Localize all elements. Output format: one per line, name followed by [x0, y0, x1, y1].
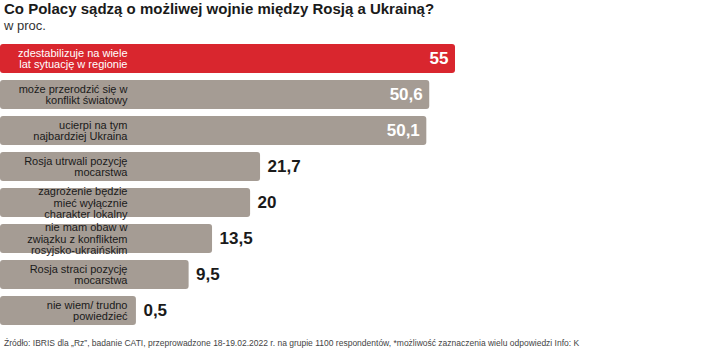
svg-text:Rosja straci pozycjęmocarstwa: Rosja straci pozycjęmocarstwa [30, 263, 129, 287]
html-text:Źródło: IBRIS dla „Rz”, badani: Źródło: IBRIS dla „Rz”, badanie CATI, pr… [4, 338, 580, 348]
svg-text:nie mam obaw wzwiązku z konfli: nie mam obaw wzwiązku z konfliktemrosyjs… [27, 221, 127, 256]
svg-text:nie wiem/ trudnopowiedzieć: nie wiem/ trudnopowiedzieć [47, 299, 128, 323]
svg-text:9,5: 9,5 [196, 265, 220, 284]
svg-text:zagrożenie będziemieć wyłączni: zagrożenie będziemieć wyłączniecharakter… [38, 185, 128, 220]
svg-text:21,7: 21,7 [268, 157, 301, 176]
svg-text:0,5: 0,5 [143, 301, 167, 320]
svg-text:20: 20 [258, 193, 277, 212]
svg-text:może przerodzić się wkonflikt: może przerodzić się wkonflikt światowy [19, 83, 128, 107]
svg-text:ucierpi na tymnajbardziej Ukra: ucierpi na tymnajbardziej Ukraina [33, 119, 128, 143]
svg-text:zdestabilizuje na wielelat syt: zdestabilizuje na wielelat sytuację w re… [18, 47, 127, 71]
html-text:w proc.: w proc. [4, 18, 46, 33]
svg-text:13,5: 13,5 [220, 229, 253, 248]
svg-text:55: 55 [430, 49, 449, 68]
svg-text:50,6: 50,6 [390, 85, 423, 104]
svg-text:50,1: 50,1 [387, 121, 420, 140]
svg-text:Rosja utrwali pozycjęmocarstwa: Rosja utrwali pozycjęmocarstwa [24, 155, 128, 179]
html-text:Co Polacy sądzą o możliwej woj: Co Polacy sądzą o możliwej wojnie między… [4, 0, 435, 17]
